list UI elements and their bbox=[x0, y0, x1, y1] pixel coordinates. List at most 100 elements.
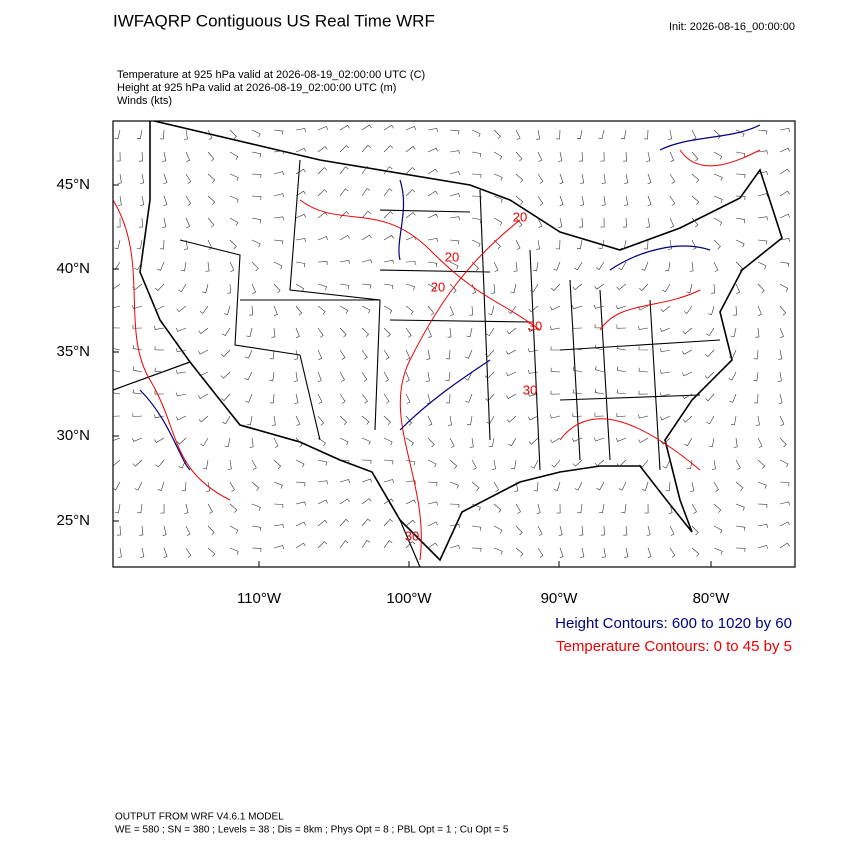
wind-barb bbox=[317, 146, 328, 153]
wind-barb bbox=[550, 346, 561, 351]
wind-barb bbox=[138, 151, 143, 162]
wind-barb bbox=[339, 166, 349, 175]
wind-barb bbox=[506, 371, 517, 377]
wind-barb bbox=[251, 151, 262, 158]
wind-barb bbox=[471, 195, 482, 200]
wind-barb bbox=[427, 147, 438, 153]
contour-label: 20 bbox=[513, 209, 527, 224]
wind-barb bbox=[317, 349, 323, 360]
wind-barb bbox=[361, 540, 371, 549]
wind-barb bbox=[383, 327, 391, 338]
wind-barb bbox=[273, 193, 284, 198]
wind-barb bbox=[227, 459, 232, 470]
wind-barb bbox=[273, 283, 281, 294]
wind-barb bbox=[704, 371, 715, 379]
lon-label: 90°W bbox=[541, 590, 579, 607]
field-label: Winds (kts) bbox=[117, 95, 172, 107]
wind-barb bbox=[779, 437, 787, 448]
wind-barb bbox=[251, 261, 259, 272]
wind-barb bbox=[660, 327, 671, 332]
wind-barb bbox=[317, 393, 323, 404]
wind-barb bbox=[317, 541, 328, 549]
wind-barb bbox=[711, 283, 716, 294]
wind-barb bbox=[361, 518, 371, 527]
wind-barb bbox=[691, 239, 697, 250]
wind-barb bbox=[507, 305, 517, 314]
wind-barb bbox=[117, 547, 122, 558]
wind-barb bbox=[159, 239, 165, 250]
wind-barb bbox=[383, 437, 393, 446]
wind-barb bbox=[735, 525, 746, 531]
wind-barb bbox=[515, 129, 521, 140]
wind-barb bbox=[178, 283, 187, 293]
wind-barb bbox=[273, 459, 282, 469]
wind-barb bbox=[778, 349, 783, 360]
wind-barb bbox=[273, 503, 284, 509]
wind-barb bbox=[572, 459, 583, 467]
wind-barb bbox=[427, 521, 438, 527]
wind-barb bbox=[449, 283, 457, 294]
wind-barb bbox=[471, 261, 479, 272]
wind-barb bbox=[729, 349, 737, 359]
wind-barb bbox=[269, 371, 275, 382]
wind-barb bbox=[471, 547, 482, 552]
wind-barb bbox=[713, 481, 719, 492]
wind-barb bbox=[572, 389, 583, 395]
wind-barb bbox=[163, 547, 168, 558]
wind-barb bbox=[550, 437, 561, 444]
wind-barb bbox=[576, 129, 583, 140]
wind-barbs bbox=[113, 124, 790, 558]
wind-barb bbox=[251, 283, 257, 294]
wind-barb bbox=[163, 173, 168, 184]
wind-barb bbox=[528, 437, 539, 445]
wind-barb bbox=[580, 195, 585, 206]
wind-barb bbox=[295, 542, 306, 549]
wind-barb bbox=[427, 283, 437, 292]
wind-barb bbox=[294, 393, 299, 404]
lat-label: 45°N bbox=[56, 176, 90, 193]
wind-barb bbox=[616, 389, 627, 395]
wind-barb bbox=[691, 151, 699, 162]
wind-barb bbox=[176, 392, 187, 397]
wind-barb bbox=[486, 415, 495, 425]
wind-barb bbox=[757, 193, 768, 198]
wind-barb bbox=[623, 525, 628, 536]
wind-barb bbox=[735, 195, 746, 201]
wind-barb bbox=[686, 283, 693, 294]
wind-barb bbox=[132, 366, 143, 373]
wind-barb bbox=[248, 305, 253, 316]
wind-barb bbox=[202, 459, 209, 470]
wind-barb bbox=[730, 415, 737, 426]
wind-barb bbox=[491, 283, 496, 294]
wind-barb bbox=[295, 415, 301, 426]
wind-barb bbox=[757, 171, 768, 176]
wind-barb bbox=[426, 349, 431, 360]
wind-barb bbox=[616, 283, 627, 291]
wind-barb bbox=[491, 459, 496, 470]
wind-barb bbox=[427, 459, 437, 468]
wind-barb bbox=[445, 371, 451, 382]
state-lines bbox=[179, 159, 721, 471]
wind-barb bbox=[691, 217, 699, 228]
wind-barb bbox=[295, 521, 306, 527]
wind-barb bbox=[273, 437, 279, 448]
wind-barb bbox=[506, 327, 517, 335]
wind-barb bbox=[427, 127, 438, 132]
wind-barb bbox=[757, 305, 762, 316]
wind-barb bbox=[706, 327, 715, 337]
wind-barb bbox=[113, 437, 121, 441]
wind-barb bbox=[229, 129, 237, 140]
wind-barb bbox=[690, 481, 695, 492]
wind-barb bbox=[757, 129, 768, 135]
wind-barb bbox=[550, 414, 561, 419]
wind-barb bbox=[638, 305, 649, 311]
wind-barb bbox=[154, 325, 165, 330]
wind-barb bbox=[361, 478, 372, 483]
wind-barb bbox=[682, 393, 693, 399]
wind-barb bbox=[229, 547, 239, 555]
wind-barb bbox=[779, 459, 789, 468]
wind-barb bbox=[730, 327, 737, 338]
wind-barb bbox=[339, 498, 350, 505]
wind-barb bbox=[755, 327, 760, 338]
wind-barb bbox=[138, 217, 143, 228]
